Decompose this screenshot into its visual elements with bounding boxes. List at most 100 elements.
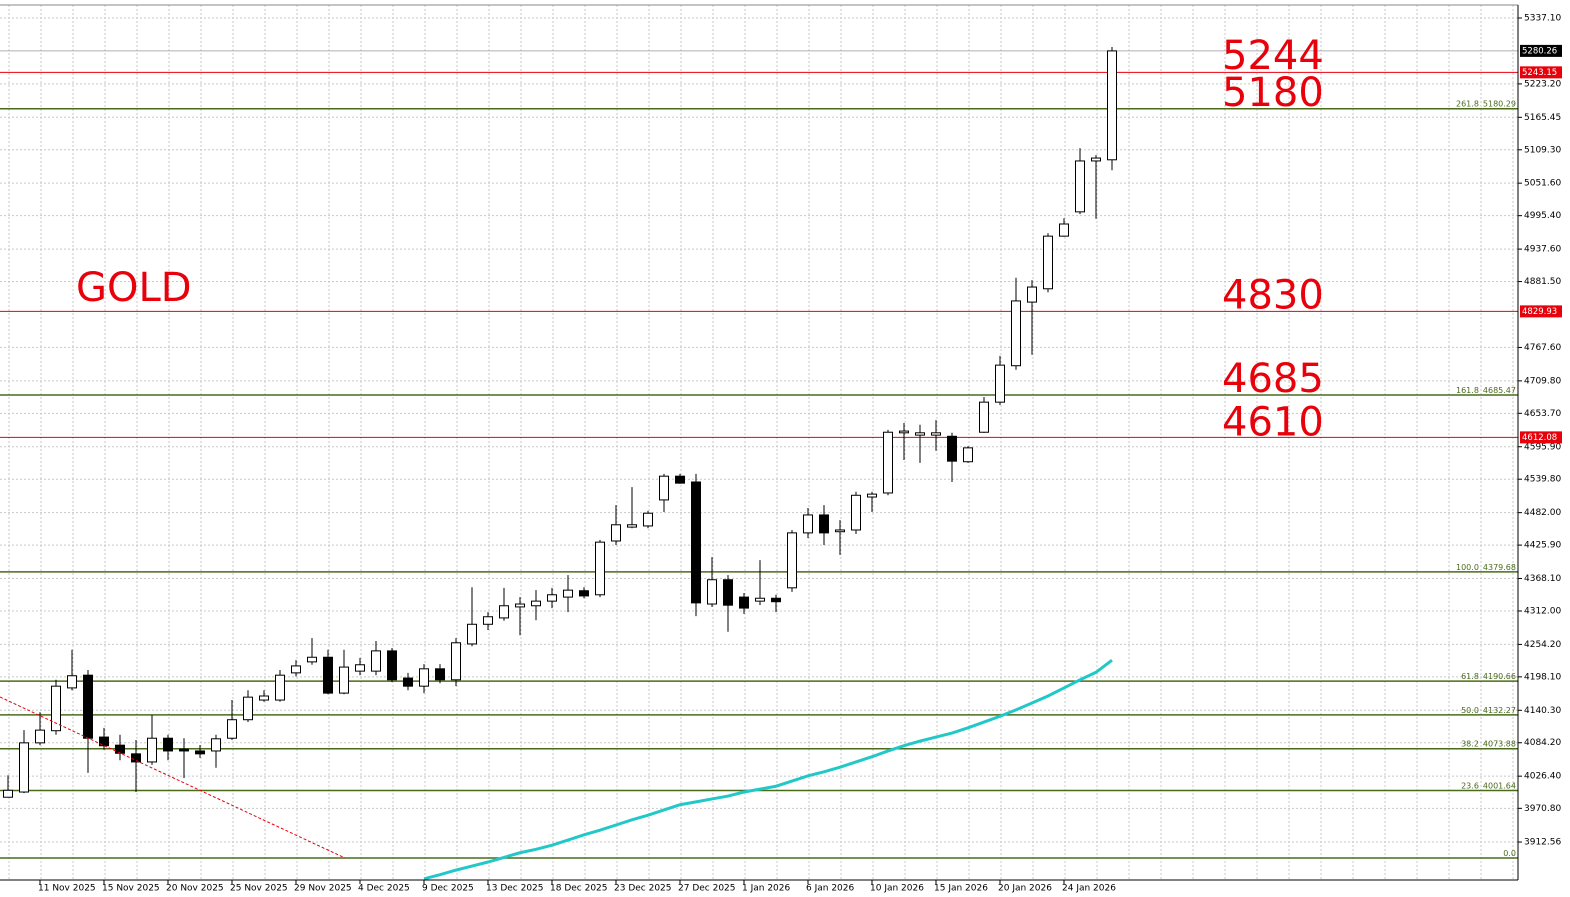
fib-price: 4685.47 xyxy=(1483,385,1516,394)
candle-body xyxy=(835,529,845,533)
candle-body xyxy=(19,742,29,793)
moving-average-line xyxy=(423,658,1113,881)
chart-title: GOLD xyxy=(76,265,192,311)
x-tick-label: 15 Jan 2026 xyxy=(934,884,988,894)
x-tick-label: 29 Nov 2025 xyxy=(294,884,352,894)
candle-body xyxy=(163,737,173,752)
candle-body xyxy=(243,696,253,721)
y-tick-label: 4709.80 xyxy=(1524,376,1561,386)
candle-body xyxy=(259,695,269,701)
candle-body xyxy=(387,650,397,681)
candle-body xyxy=(707,579,717,605)
y-tick-label: 5109.30 xyxy=(1524,145,1561,155)
candle-body xyxy=(35,729,45,744)
candle-body xyxy=(195,750,205,755)
y-tick-label: 3970.80 xyxy=(1524,804,1561,814)
y-tick-label: 4312.00 xyxy=(1524,606,1561,616)
x-tick-label: 10 Jan 2026 xyxy=(870,884,924,894)
candle-body xyxy=(291,665,301,674)
candle-body xyxy=(579,590,589,597)
price-level-label: 5243.15 xyxy=(1522,68,1557,78)
candle-body xyxy=(771,597,781,603)
candle-body xyxy=(947,435,957,462)
y-tick-label: 4767.60 xyxy=(1524,343,1561,353)
candle-body xyxy=(67,675,77,689)
price-level-box xyxy=(1520,305,1562,318)
candle-body xyxy=(867,493,877,498)
y-tick-label: 4026.40 xyxy=(1524,772,1561,782)
candle-body xyxy=(499,605,509,619)
fib-price: 4379.68 xyxy=(1483,562,1516,571)
level-annotation: 4685 xyxy=(1222,356,1324,402)
level-annotation: 5244 xyxy=(1222,33,1324,79)
candle-body xyxy=(1091,157,1101,162)
candle-body xyxy=(451,642,461,681)
fib-ratio: 50.0 xyxy=(1461,705,1479,714)
candle-body xyxy=(435,668,445,681)
fib-ratio: 161.8 xyxy=(1456,385,1479,394)
candle-body xyxy=(931,432,941,436)
fib-level-label: 0.0 xyxy=(1503,848,1516,857)
y-tick-label: 5051.60 xyxy=(1524,179,1561,189)
x-tick-label: 25 Nov 2025 xyxy=(230,884,288,894)
candle-body xyxy=(1027,286,1037,303)
candle-body xyxy=(819,514,829,534)
y-tick-label: 4084.20 xyxy=(1524,738,1561,748)
candle-body xyxy=(531,600,541,607)
candle-body xyxy=(979,401,989,433)
price-level-box xyxy=(1520,66,1562,79)
candle-body xyxy=(595,541,605,596)
fib-level-label: 261.8 5180.29 xyxy=(1456,99,1516,108)
price-level-label: 4612.08 xyxy=(1522,433,1557,443)
x-tick-label: 23 Dec 2025 xyxy=(614,884,672,894)
candle-body xyxy=(467,623,477,645)
candle-body xyxy=(275,674,285,701)
candle-body xyxy=(803,514,813,534)
y-tick-label: 5165.45 xyxy=(1524,113,1561,123)
candle-body xyxy=(51,685,61,732)
y-tick-label: 4198.10 xyxy=(1524,672,1561,682)
y-tick-label: 4254.20 xyxy=(1524,640,1561,650)
fib-ratio: 100.0 xyxy=(1456,562,1479,571)
candle-body xyxy=(643,512,653,527)
candle-body xyxy=(3,789,13,798)
fib-level-label: 23.6 4001.64 xyxy=(1461,781,1516,790)
candle-body xyxy=(563,589,573,598)
fib-ratio: 38.2 xyxy=(1461,739,1479,748)
y-tick-label: 4653.70 xyxy=(1524,409,1561,419)
x-tick-label: 13 Dec 2025 xyxy=(486,884,544,894)
fib-level-label: 161.8 4685.47 xyxy=(1456,385,1516,394)
candle-body xyxy=(787,532,797,589)
x-tick-label: 24 Jan 2026 xyxy=(1062,884,1116,894)
fib-ratio: 261.8 xyxy=(1456,99,1479,108)
fib-ratio: 0.0 xyxy=(1503,848,1516,857)
candle-body xyxy=(883,431,893,494)
fib-level-label: 50.0 4132.27 xyxy=(1461,705,1516,714)
plot-layer: 5337.10 5223.20 5165.45 5109.30 5051.60 4995.… xyxy=(0,14,1562,894)
x-tick-label: 4 Dec 2025 xyxy=(358,884,410,894)
fib-level-label: 61.8 4190.66 xyxy=(1461,672,1516,681)
x-tick-label: 1 Jan 2026 xyxy=(742,884,790,894)
candle-body xyxy=(739,596,749,609)
fib-price: 4073.88 xyxy=(1483,739,1516,748)
candle-body xyxy=(371,650,381,672)
candle-body xyxy=(1107,50,1117,161)
fib-ratio: 23.6 xyxy=(1461,781,1479,790)
y-tick-label: 4140.30 xyxy=(1524,706,1561,716)
y-tick-label: 4995.40 xyxy=(1524,211,1561,221)
candle-body xyxy=(227,719,237,739)
fib-level-label: 38.2 4073.88 xyxy=(1461,739,1516,748)
candle-body xyxy=(1059,223,1069,237)
candle-body xyxy=(211,738,221,752)
candle-body xyxy=(307,656,317,663)
candle-body xyxy=(99,736,109,747)
candle-body xyxy=(963,447,973,463)
candle-body xyxy=(547,594,557,602)
candle-body xyxy=(755,597,765,602)
trend-line xyxy=(0,696,346,859)
candle-body xyxy=(403,677,413,687)
candle-body xyxy=(115,744,125,754)
level-annotation: 4830 xyxy=(1222,272,1324,318)
